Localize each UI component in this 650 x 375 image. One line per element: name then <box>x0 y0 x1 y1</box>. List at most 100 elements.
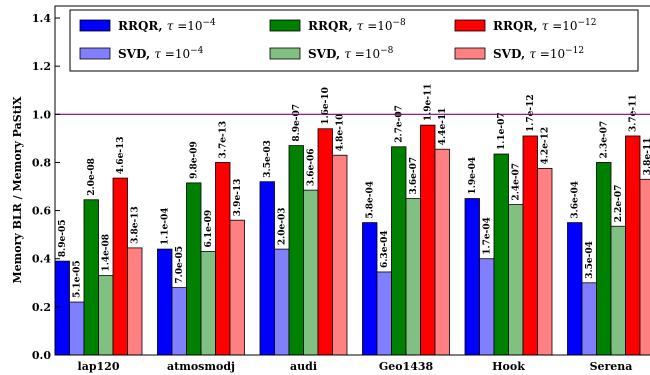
bar-geo1438-2 <box>391 146 407 355</box>
bar-audi-5 <box>332 154 348 355</box>
data-label: 3.6e-06 <box>307 148 317 186</box>
legend-entry: SVD, τ =10−4 <box>118 46 204 61</box>
legend-entry: SVD, τ =10−12 <box>493 46 584 61</box>
data-label: 2.2e-07 <box>614 185 624 223</box>
x-tick-label: Hook <box>492 360 525 373</box>
bar-hook-5 <box>537 168 553 355</box>
legend-box <box>69 9 639 72</box>
data-label: 2.3e-07 <box>600 121 610 159</box>
data-label: 1.9e-04 <box>468 157 478 195</box>
bar-serena-5 <box>639 178 650 355</box>
bar-serena-2 <box>596 162 612 355</box>
data-label: 1.7e-04 <box>483 217 493 255</box>
data-label: 1.9e-11 <box>424 83 434 121</box>
data-label: 3.9e-13 <box>233 179 243 217</box>
bar-audi-4 <box>317 128 333 355</box>
legend-swatch <box>269 47 301 60</box>
legend-entry: RRQR, τ =10−8 <box>308 18 406 33</box>
data-label: 1.1e-07 <box>497 112 507 150</box>
data-label: 2.0e-03 <box>278 207 288 245</box>
data-label: 3.6e-04 <box>571 181 581 219</box>
legend-swatch <box>454 19 486 32</box>
bar-hook-2 <box>493 153 509 355</box>
legend-entry: SVD, τ =10−8 <box>308 46 394 61</box>
y-tick-label: 1.2 <box>32 60 51 73</box>
y-tick-label: 0.2 <box>32 301 51 314</box>
data-label: 8.9e-07 <box>292 104 302 142</box>
data-label: 5.1e-05 <box>73 260 83 298</box>
data-label: 9.8e-09 <box>190 141 200 179</box>
bar-audi-2 <box>288 145 304 355</box>
data-label: 1.4e-08 <box>102 234 112 272</box>
y-tick-label: 0.4 <box>32 253 51 266</box>
data-label: 7.0e-05 <box>175 246 185 284</box>
bar-geo1438-3 <box>405 198 421 355</box>
bar-atmosmodj-0 <box>157 248 173 355</box>
bar-lap120-0 <box>55 260 70 355</box>
bar-hook-3 <box>508 204 524 355</box>
data-label: 4.4e-11 <box>438 108 448 146</box>
bar-lap120-2 <box>83 199 99 355</box>
bar-hook-1 <box>479 258 495 355</box>
bar-atmosmodj-3 <box>200 251 216 355</box>
legend-swatch <box>269 19 301 32</box>
bar-serena-0 <box>567 222 583 355</box>
data-label: 6.3e-04 <box>380 230 390 268</box>
legend-swatch <box>454 47 486 60</box>
bar-atmosmodj-5 <box>229 219 245 355</box>
bar-hook-0 <box>464 198 480 355</box>
y-tick-label: 0.6 <box>32 205 51 218</box>
x-tick-label: lap120 <box>78 360 120 373</box>
bar-geo1438-1 <box>376 271 392 355</box>
x-tick-label: Geo1438 <box>379 360 434 373</box>
legend-entry: RRQR, τ =10−4 <box>118 18 216 33</box>
data-label: 2.7e-07 <box>395 105 405 143</box>
bar-serena-1 <box>581 282 597 355</box>
data-label: 4.8e-10 <box>336 114 346 152</box>
legend-entry: RRQR, τ =10−12 <box>493 18 597 33</box>
data-label: 5.8e-04 <box>366 181 376 219</box>
y-axis-label: Memory BLR / Memory PaStiX <box>11 96 24 283</box>
bar-atmosmodj-2 <box>186 182 202 355</box>
plot-frame <box>54 5 650 356</box>
bar-atmosmodj-4 <box>215 162 231 355</box>
x-tick-label: atmosmodj <box>167 360 235 373</box>
data-label: 3.6e-07 <box>409 157 419 195</box>
bar-lap120-3 <box>98 275 114 355</box>
data-label: 6.1e-09 <box>204 210 214 248</box>
legend-swatch <box>79 19 111 32</box>
bar-audi-1 <box>274 248 290 355</box>
data-label: 4.2e-12 <box>541 127 551 165</box>
y-tick-label: 0.0 <box>32 349 51 362</box>
legend-swatch <box>79 47 111 60</box>
x-tick-label: Serena <box>590 360 633 373</box>
x-tick-label: audi <box>290 360 317 373</box>
bar-geo1438-4 <box>420 124 436 355</box>
y-tick-label: 1.0 <box>32 108 51 121</box>
bar-audi-0 <box>259 181 275 355</box>
bar-hook-4 <box>522 135 538 355</box>
bar-atmosmodj-1 <box>171 287 187 355</box>
y-tick-label: 1.4 <box>32 12 51 25</box>
data-label: 2.0e-08 <box>87 158 97 196</box>
bar-geo1438-0 <box>362 222 378 355</box>
data-label: 3.7e-13 <box>219 121 229 159</box>
bar-serena-3 <box>610 225 626 355</box>
bar-lap120-5 <box>127 247 143 355</box>
data-label: 3.7e-11 <box>629 94 639 132</box>
data-label: 3.8e-11 <box>643 138 650 176</box>
data-label: 1.1e-04 <box>161 207 171 245</box>
bar-lap120-4 <box>112 177 128 355</box>
data-label: 1.6e-10 <box>321 87 331 125</box>
bar-lap120-1 <box>69 301 85 355</box>
bar-geo1438-5 <box>434 148 450 355</box>
data-label: 8.9e-05 <box>58 219 68 257</box>
data-label: 3.5e-03 <box>263 140 273 178</box>
data-label: 2.4e-07 <box>512 163 522 201</box>
y-tick-label: 0.8 <box>32 156 51 169</box>
bar-audi-3 <box>303 189 319 355</box>
data-label: 4.6e-13 <box>116 136 126 174</box>
data-label: 1.7e-12 <box>526 94 536 132</box>
bar-serena-4 <box>625 135 641 355</box>
